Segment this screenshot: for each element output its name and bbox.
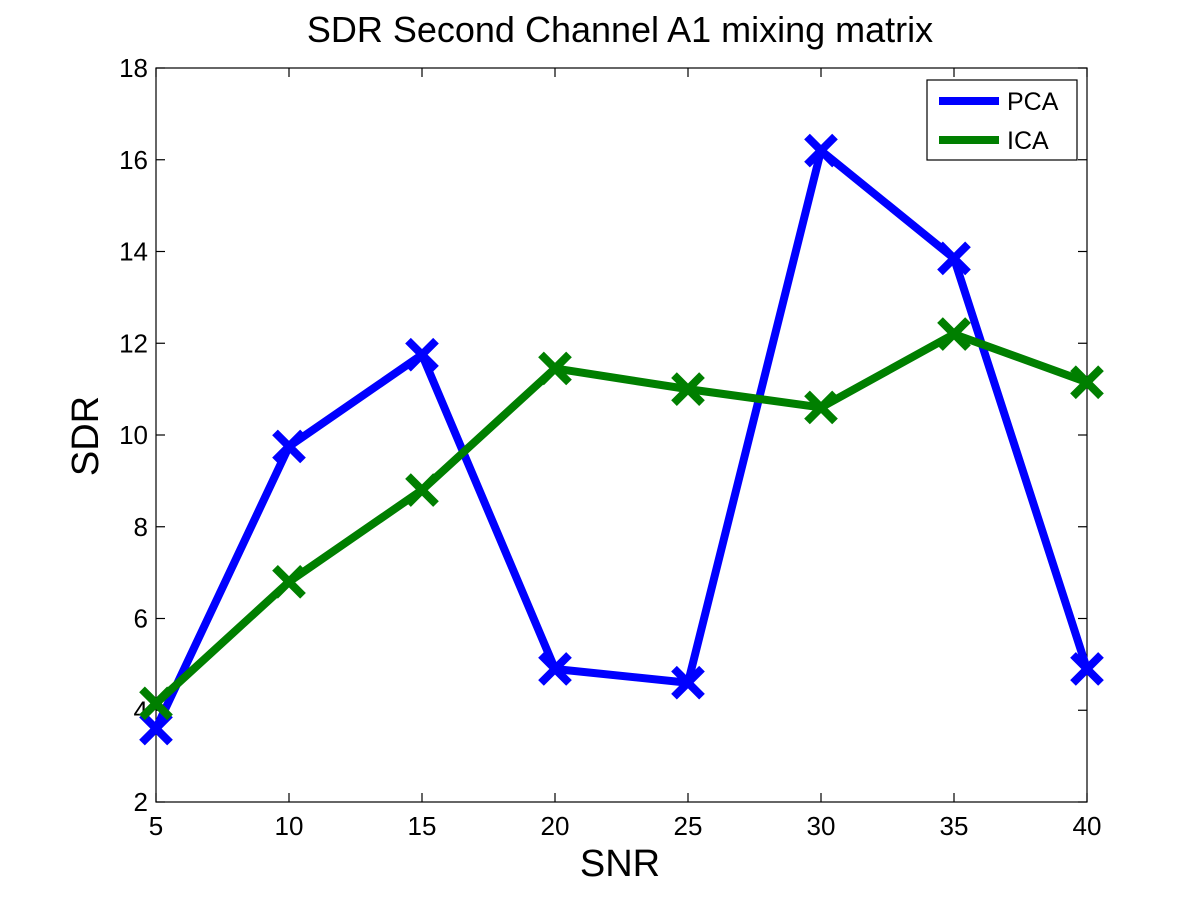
marker-stroke bbox=[405, 473, 439, 507]
x-tick-label: 40 bbox=[1073, 811, 1102, 841]
x-tick-label: 30 bbox=[807, 811, 836, 841]
x-tick-label: 25 bbox=[674, 811, 703, 841]
data-point-pca bbox=[538, 652, 572, 686]
chart-title: SDR Second Channel A1 mixing matrix bbox=[307, 9, 933, 50]
marker-stroke bbox=[272, 429, 306, 464]
legend-label-ica: ICA bbox=[1007, 127, 1049, 155]
data-point-ica bbox=[405, 473, 439, 507]
data-point-pca bbox=[1070, 652, 1104, 686]
data-point-ica bbox=[538, 351, 572, 386]
marker-stroke bbox=[405, 337, 439, 372]
y-tick-label: 10 bbox=[119, 420, 148, 450]
y-tick-label: 18 bbox=[119, 53, 148, 83]
series-layer bbox=[139, 133, 1104, 746]
series-line-ica bbox=[152, 330, 1091, 708]
marker-stroke bbox=[671, 665, 705, 700]
x-axis-label: SNR bbox=[580, 843, 660, 885]
marker-stroke bbox=[272, 564, 306, 599]
y-tick-label: 16 bbox=[119, 145, 148, 175]
marker-stroke bbox=[538, 351, 572, 386]
y-tick-label: 6 bbox=[134, 604, 148, 634]
marker-stroke bbox=[139, 711, 173, 746]
legend-box bbox=[926, 79, 1078, 161]
marker-stroke bbox=[937, 317, 971, 351]
data-point-ica bbox=[937, 317, 971, 351]
x-tick-label: 5 bbox=[149, 811, 163, 841]
data-point-pca bbox=[937, 241, 971, 276]
legend: PCA ICA bbox=[926, 79, 1078, 161]
data-point-pca bbox=[405, 337, 439, 372]
x-tick-label: 35 bbox=[940, 811, 969, 841]
marker-stroke bbox=[1070, 652, 1104, 686]
data-point-ica bbox=[804, 390, 838, 425]
data-point-ica bbox=[671, 372, 705, 406]
data-point-pca bbox=[272, 429, 306, 464]
y-tick-label: 12 bbox=[119, 328, 148, 358]
marker-stroke bbox=[804, 133, 838, 168]
y-tick-label: 14 bbox=[119, 237, 148, 267]
data-point-pca bbox=[139, 711, 173, 746]
data-point-ica bbox=[139, 686, 173, 721]
series-line-pca bbox=[152, 146, 1091, 733]
data-point-pca bbox=[804, 133, 838, 168]
x-tick-label: 10 bbox=[275, 811, 304, 841]
marker-stroke bbox=[538, 652, 572, 686]
y-tick-label: 8 bbox=[134, 512, 148, 542]
legend-label-pca: PCA bbox=[1007, 88, 1059, 116]
y-axis-label: SDR bbox=[65, 396, 107, 476]
marker-stroke bbox=[937, 241, 971, 276]
x-tick-label: 20 bbox=[541, 811, 570, 841]
data-point-ica bbox=[272, 564, 306, 599]
x-axis-ticks: 5 10 15 20 25 30 35 40 bbox=[149, 68, 1102, 841]
marker-stroke bbox=[1070, 365, 1104, 400]
marker-stroke bbox=[139, 686, 173, 721]
data-point-ica bbox=[1070, 365, 1104, 400]
marker-stroke bbox=[804, 390, 838, 425]
x-tick-label: 15 bbox=[408, 811, 437, 841]
y-tick-label: 2 bbox=[134, 787, 148, 817]
data-point-pca bbox=[671, 665, 705, 700]
marker-stroke bbox=[671, 372, 705, 406]
